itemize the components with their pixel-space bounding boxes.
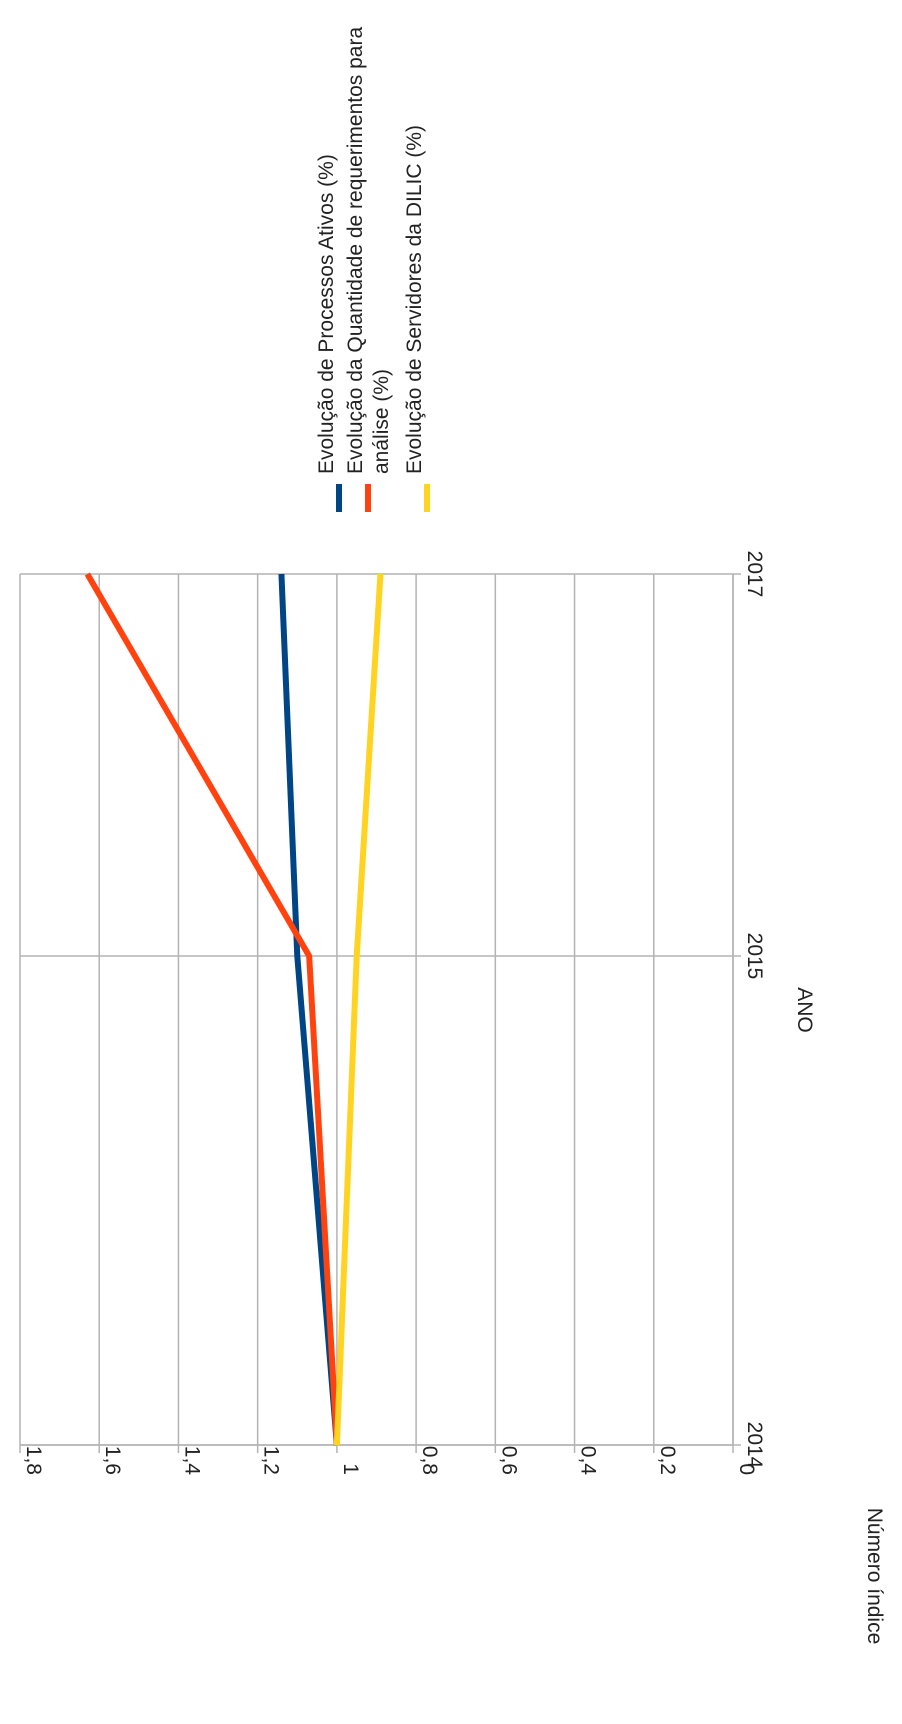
y-tick-label: 0,4	[577, 1446, 600, 1476]
x-tick-label: 2017	[743, 551, 766, 598]
legend-label: Evolução de Servidores da DILIC (%)	[403, 125, 426, 474]
gridlines	[19, 573, 734, 1446]
y-tick-label: 1,8	[22, 1446, 45, 1475]
y-tick-label: 1,2	[260, 1446, 283, 1475]
axes	[19, 573, 741, 1453]
series-lines	[84, 572, 384, 1446]
legend-label: análise (%)	[370, 369, 393, 474]
series-line	[278, 573, 340, 1446]
y-tick-label: 1,6	[101, 1446, 124, 1475]
legend: Evolução de Processos Ativos (%) Evolução…	[315, 27, 430, 512]
y-tick-label: 0	[735, 1463, 758, 1475]
y-tick-label: 0,8	[418, 1446, 441, 1475]
y-tick-label: 0,2	[656, 1446, 679, 1475]
x-tick-label: 2015	[743, 933, 766, 980]
series-line	[84, 572, 340, 1446]
legend-label: Evolução de Processos Ativos (%)	[315, 154, 338, 474]
legend-label: Evolução da Quantidade de requerimentos …	[344, 27, 367, 474]
y-tick-label: 0,6	[497, 1446, 520, 1475]
y-axis-title: Número índice	[863, 1508, 886, 1645]
y-tick-label: 1	[339, 1463, 362, 1475]
x-axis-title: ANO	[793, 987, 816, 1033]
series-line	[333, 573, 384, 1446]
y-tick-labels: 0 0,2 0,4 0,6 0,8 1 1,2 1,4 1,6 1,8	[22, 1446, 758, 1476]
y-tick-label: 1,4	[180, 1446, 203, 1476]
x-tick-label: 2014	[743, 1422, 766, 1469]
x-tick-labels: 2014 2015 2017	[743, 551, 766, 1469]
